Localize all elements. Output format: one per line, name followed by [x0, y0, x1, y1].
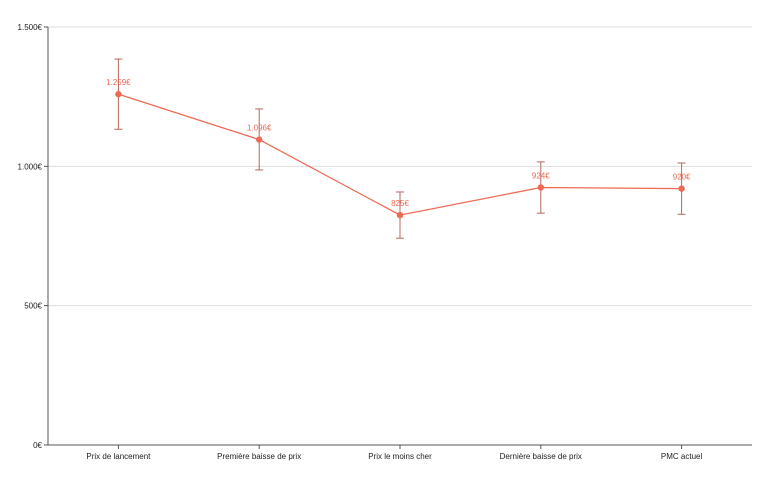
y-tick-label: 1.000€ [18, 162, 43, 171]
x-tick-label: Dernière baisse de prix [500, 452, 582, 461]
y-tick-label: 0€ [33, 441, 42, 450]
data-label: 920€ [673, 173, 691, 182]
error-bars [114, 58, 686, 239]
data-point [115, 90, 122, 98]
gridlines [48, 26, 752, 307]
y-tick-label: 500€ [24, 302, 42, 311]
data-points [115, 90, 685, 219]
y-axis-ticks: 0€ 500€ 1.000€ 1.500€ [18, 23, 48, 450]
data-point [537, 184, 544, 191]
data-label: 1.096€ [247, 124, 272, 133]
data-labels: 1.259€ 1.096€ 825€ 924€ 920€ [106, 78, 691, 208]
x-tick-label: Prix le moins cher [368, 452, 432, 461]
y-tick-label: 1.500€ [18, 23, 43, 32]
x-axis-ticks: Prix de lancement Première baisse de prix… [86, 445, 702, 461]
data-point [256, 136, 263, 143]
data-label: 1.259€ [106, 78, 131, 87]
data-point [396, 211, 404, 219]
data-label: 924€ [532, 172, 550, 181]
data-label: 825€ [391, 199, 409, 208]
x-tick-label: Première baisse de prix [217, 452, 301, 461]
x-tick-label: PMC actuel [661, 452, 703, 461]
x-tick-label: Prix de lancement [86, 452, 151, 461]
data-point [678, 185, 685, 192]
